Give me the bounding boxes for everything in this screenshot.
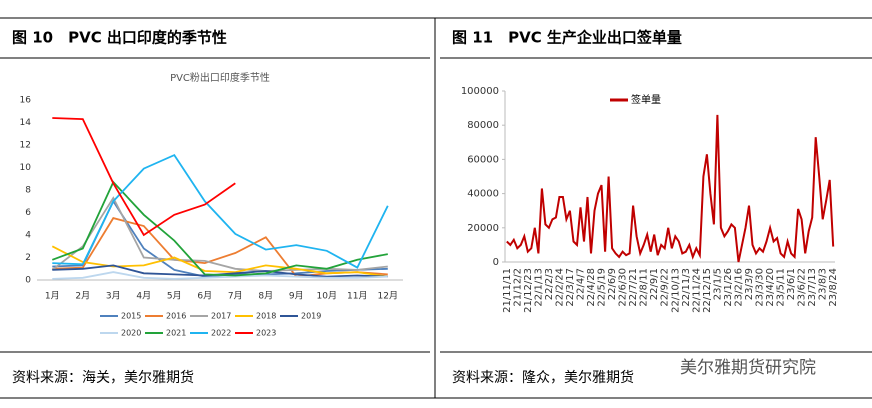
x-tick-label: 21/12/23: [523, 268, 534, 313]
x-tick-label: 12月: [378, 291, 398, 302]
x-tick-label: 23/3/30: [755, 268, 766, 307]
x-tick-label: 22/11/24: [691, 268, 702, 313]
y-tick-label: 0: [25, 276, 31, 286]
x-tick-label: 23/6/22: [797, 268, 808, 307]
legend-label: 2015: [121, 312, 141, 321]
legend-label: 2022: [211, 329, 231, 338]
x-tick-label: 22/2/3: [544, 268, 555, 300]
y-tick-label: 0: [493, 257, 499, 268]
legend-label: 2023: [256, 329, 276, 338]
x-tick-label: 22/3/17: [565, 268, 576, 307]
x-tick-label: 1月: [45, 291, 60, 302]
y-tick-label: 20000: [467, 223, 499, 234]
x-tick-label: 23/2/16: [733, 268, 744, 307]
x-tick-label: 23/6/1: [786, 268, 797, 300]
x-tick-label: 23/1/26: [723, 268, 734, 307]
x-tick-label: 23/8/24: [828, 268, 839, 307]
y-tick-label: 8: [25, 186, 31, 196]
legend-label: 签单量: [631, 93, 661, 106]
y-tick-label: 80000: [467, 120, 499, 131]
x-tick-label: 22/2/24: [554, 268, 565, 307]
x-tick-label: 9月: [289, 291, 304, 302]
legend-label: 2018: [256, 312, 276, 321]
legend-label: 2019: [301, 312, 321, 321]
x-tick-label: 22/8/11: [639, 268, 650, 307]
x-tick-label: 3月: [106, 291, 121, 302]
x-tick-label: 23/7/13: [807, 268, 818, 307]
x-tick-label: 22/9/1: [649, 268, 660, 300]
y-tick-label: 100000: [461, 86, 499, 97]
x-tick-label: 22/4/7: [575, 268, 586, 300]
watermark: 美尔雅期货研究院: [680, 358, 816, 378]
x-tick-label: 21/12/2: [512, 268, 523, 307]
x-tick-label: 4月: [136, 291, 151, 302]
x-tick-label: 7月: [228, 291, 243, 302]
y-tick-label: 2: [25, 253, 31, 263]
x-tick-label: 23/4/20: [765, 268, 776, 307]
x-tick-label: 5月: [167, 291, 182, 302]
series-line: [506, 114, 835, 263]
x-tick-label: 23/1/5: [712, 268, 723, 300]
legend-label: 2021: [166, 329, 186, 338]
legend-label: 2016: [166, 312, 186, 321]
legend-label: 2017: [211, 312, 231, 321]
x-tick-label: 22/6/9: [607, 268, 618, 300]
y-tick-label: 10: [20, 163, 32, 173]
legend-label: 2020: [121, 329, 141, 338]
x-tick-label: 11月: [347, 291, 367, 302]
y-tick-label: 40000: [467, 189, 499, 200]
x-tick-label: 8月: [258, 291, 273, 302]
series-line: [52, 271, 388, 280]
x-tick-label: 23/5/11: [776, 268, 787, 307]
y-tick-label: 16: [20, 96, 32, 106]
source: 资料来源：海关，美尔雅期货: [12, 369, 194, 386]
x-tick-label: 22/11/3: [681, 268, 692, 307]
x-tick-label: 22/6/30: [618, 268, 629, 307]
x-tick-label: 22/12/15: [702, 268, 713, 313]
y-tick-label: 14: [20, 118, 32, 128]
y-tick-label: 4: [25, 231, 31, 241]
x-tick-label: 22/5/19: [597, 268, 608, 307]
series-line: [51, 180, 388, 277]
caption: 图 10 PVC 出口印度的季节性: [12, 29, 227, 47]
series-line: [51, 245, 388, 278]
x-tick-label: 22/1/13: [533, 268, 544, 307]
series-line: [52, 117, 236, 237]
x-tick-label: 22/4/28: [586, 268, 597, 307]
y-tick-label: 12: [20, 141, 31, 151]
x-tick-label: 22/7/21: [628, 268, 639, 307]
x-tick-label: 23/3/9: [744, 268, 755, 300]
caption: 图 11 PVC 生产企业出口签单量: [452, 29, 682, 47]
series-line: [52, 217, 388, 278]
x-tick-label: 10月: [317, 291, 337, 302]
series-line: [51, 196, 388, 272]
y-tick-label: 60000: [467, 154, 499, 165]
x-tick-label: 23/8/3: [818, 268, 829, 300]
x-tick-label: 22/9/22: [660, 268, 671, 307]
series-line: [52, 153, 389, 269]
chart-title: PVC粉出口印度季节性: [170, 71, 270, 84]
source: 资料来源：隆众，美尔雅期货: [452, 369, 634, 386]
x-tick-label: 22/10/13: [670, 268, 681, 313]
x-tick-label: 6月: [197, 291, 212, 302]
y-tick-label: 6: [25, 208, 31, 218]
x-tick-label: 2月: [75, 291, 90, 302]
x-tick-label: 21/11/11: [502, 268, 513, 313]
